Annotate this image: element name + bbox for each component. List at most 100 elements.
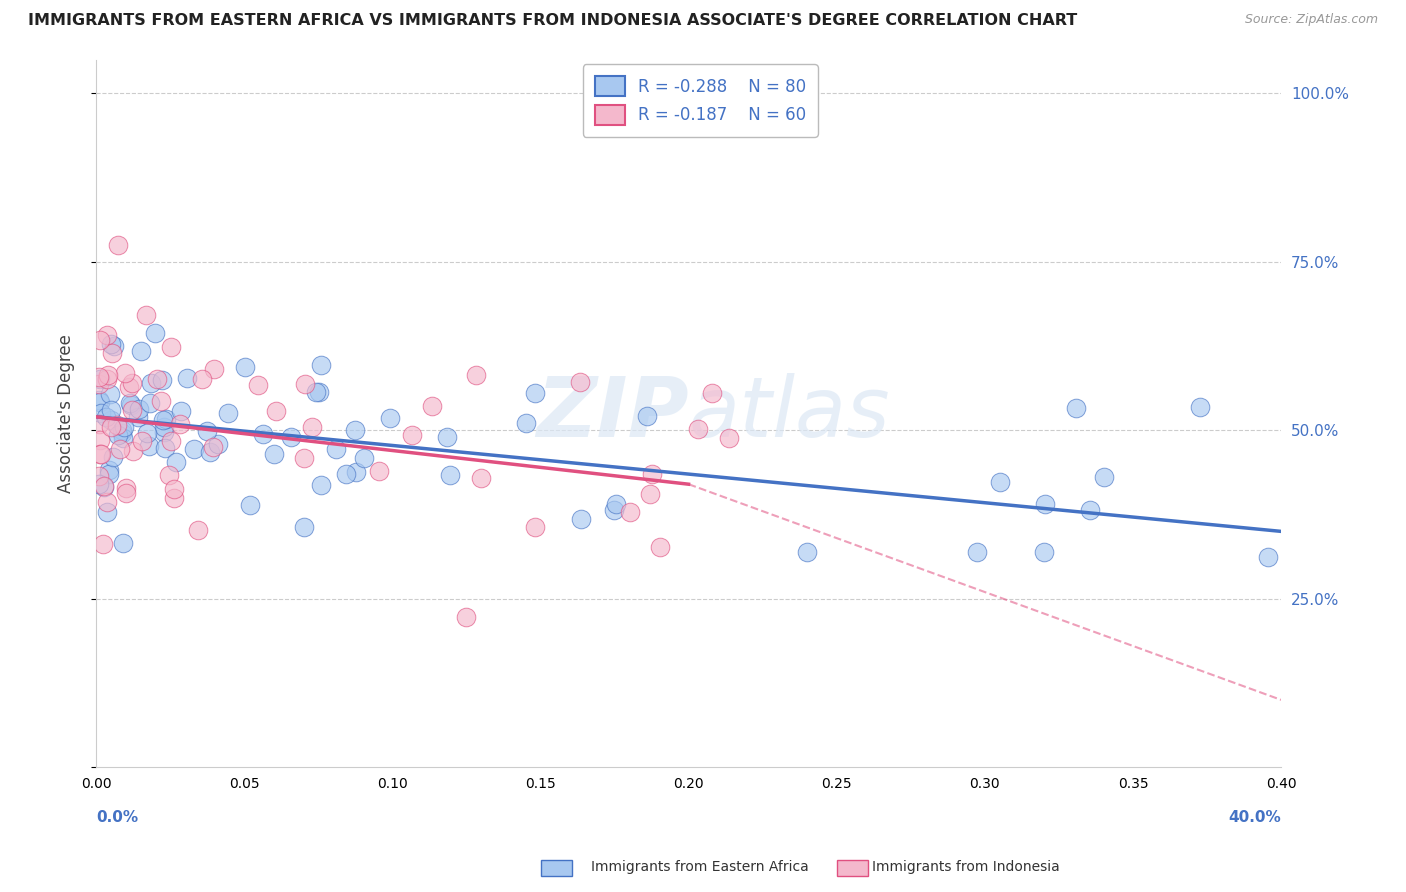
Point — [988, 475, 1011, 489]
Point — [169, 417, 191, 432]
Point — [107, 428, 129, 442]
Point — [1033, 497, 1056, 511]
Point — [89, 394, 111, 409]
Point — [110, 426, 132, 441]
Point — [966, 545, 988, 559]
Point — [523, 520, 546, 534]
Point — [401, 427, 423, 442]
Point — [87, 476, 110, 491]
Text: ZIP: ZIP — [536, 373, 689, 454]
Point — [111, 431, 134, 445]
Point — [280, 430, 302, 444]
Point — [648, 540, 671, 554]
Point — [292, 450, 315, 465]
Point — [162, 491, 184, 505]
Point — [131, 434, 153, 448]
Point — [112, 420, 135, 434]
Point — [91, 537, 114, 551]
Point — [96, 495, 118, 509]
Point — [159, 434, 181, 448]
Point — [89, 447, 111, 461]
Point — [163, 482, 186, 496]
Point — [155, 412, 177, 426]
Point — [139, 396, 162, 410]
Point — [335, 467, 357, 481]
Point — [524, 386, 547, 401]
Point — [1189, 401, 1212, 415]
Point — [93, 480, 115, 494]
Point — [143, 326, 166, 341]
Point — [380, 410, 402, 425]
Point — [717, 431, 740, 445]
Y-axis label: Associate's Degree: Associate's Degree — [58, 334, 75, 493]
Point — [138, 439, 160, 453]
Point — [157, 467, 180, 482]
Point — [325, 442, 347, 456]
Point — [344, 466, 367, 480]
Point — [127, 409, 149, 424]
Point — [252, 427, 274, 442]
Point — [1032, 545, 1054, 559]
Text: IMMIGRANTS FROM EASTERN AFRICA VS IMMIGRANTS FROM INDONESIA ASSOCIATE'S DEGREE C: IMMIGRANTS FROM EASTERN AFRICA VS IMMIGR… — [28, 13, 1077, 29]
Text: Immigrants from Indonesia: Immigrants from Indonesia — [872, 860, 1060, 874]
Point — [111, 536, 134, 550]
Point — [1064, 401, 1087, 416]
Point — [108, 442, 131, 456]
Point — [100, 345, 122, 359]
Point — [636, 409, 658, 424]
Point — [568, 375, 591, 389]
Point — [195, 424, 218, 438]
Point — [87, 392, 110, 407]
Point — [96, 505, 118, 519]
Point — [170, 404, 193, 418]
Point — [87, 370, 110, 384]
Point — [176, 371, 198, 385]
Point — [183, 442, 205, 456]
Point — [94, 410, 117, 425]
Point — [191, 372, 214, 386]
Point — [308, 385, 330, 400]
Point — [187, 523, 209, 537]
Point — [301, 420, 323, 434]
Point — [87, 417, 110, 432]
Point — [1092, 470, 1115, 484]
Point — [198, 445, 221, 459]
Point — [87, 469, 110, 483]
Point — [90, 406, 112, 420]
Point — [1256, 549, 1278, 564]
Point — [118, 396, 141, 410]
Point — [152, 425, 174, 439]
Point — [465, 368, 488, 383]
Point — [90, 447, 112, 461]
Point — [129, 344, 152, 359]
Point — [155, 442, 177, 456]
Point — [103, 339, 125, 353]
Point — [605, 497, 627, 511]
Point — [93, 479, 115, 493]
Point — [353, 450, 375, 465]
Point — [202, 362, 225, 376]
Point — [135, 309, 157, 323]
Point — [603, 503, 626, 517]
Point — [292, 520, 315, 534]
Point — [87, 376, 110, 391]
Point — [122, 444, 145, 458]
Point — [120, 398, 142, 412]
Point — [89, 433, 111, 447]
Point — [619, 505, 641, 519]
Point — [139, 376, 162, 391]
Point — [233, 360, 256, 375]
Point — [135, 425, 157, 440]
Point — [311, 478, 333, 492]
Point — [114, 481, 136, 495]
Point — [638, 486, 661, 500]
Point — [470, 471, 492, 485]
Point — [515, 416, 537, 430]
Point — [309, 359, 332, 373]
Point — [128, 401, 150, 416]
Point — [239, 498, 262, 512]
Point — [263, 447, 285, 461]
Point — [420, 399, 443, 413]
Point — [115, 486, 138, 500]
Point — [96, 372, 118, 386]
